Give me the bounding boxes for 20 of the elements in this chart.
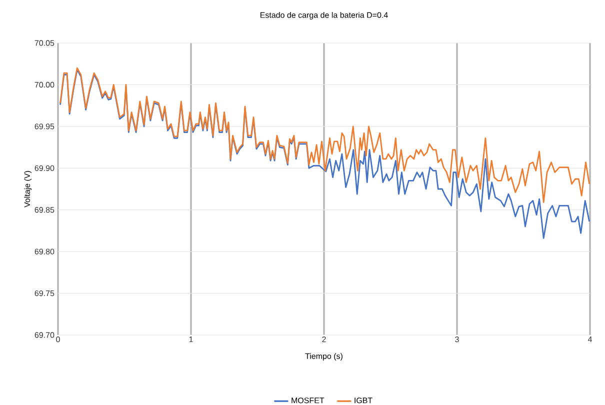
line-series [60, 67, 590, 204]
y-tick-label: 70.00 [34, 82, 54, 88]
x-tick-label: 2 [322, 336, 326, 342]
y-tick-label: 69.95 [34, 124, 54, 130]
chart-title: Estado de carga de la bateria D=0.4 [260, 12, 388, 20]
legend-label: IGBT [354, 398, 372, 404]
x-tick-label: 1 [189, 336, 193, 342]
y-tick-label: 69.85 [34, 207, 54, 213]
y-tick-label: 69.75 [34, 290, 54, 296]
y-tick-label: 69.90 [34, 165, 54, 171]
y-tick-label: 69.70 [34, 332, 54, 338]
x-tick-label: 4 [588, 336, 592, 342]
x-axis-title: Tiempo (s) [305, 353, 342, 361]
y-tick-label: 70.05 [34, 40, 54, 46]
line-series [60, 69, 590, 239]
y-axis-title: Voltaje (V) [24, 171, 32, 208]
y-tick-label: 69.80 [34, 248, 54, 254]
legend-label: MOSFET [292, 398, 324, 404]
x-tick-label: 3 [455, 336, 459, 342]
x-tick-label: 0 [56, 336, 60, 342]
